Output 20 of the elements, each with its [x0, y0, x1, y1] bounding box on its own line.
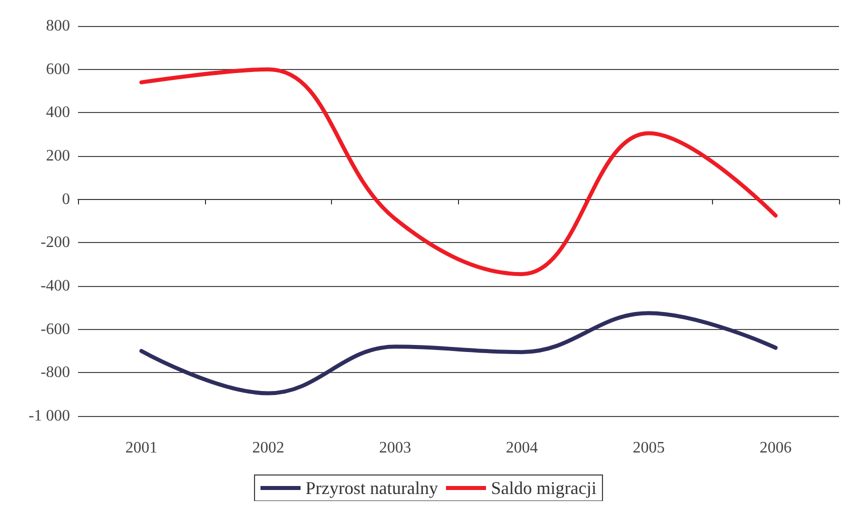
x-tick-label: 2004	[506, 440, 538, 456]
line-series	[139, 67, 778, 276]
legend-label: Przyrost naturalny	[306, 478, 438, 498]
y-tick-label: 400	[46, 104, 70, 122]
y-tick-label: 200	[46, 148, 70, 164]
y-tick-label: 800	[46, 18, 70, 34]
y-tick-label: -1 000	[28, 408, 70, 424]
y-tick-label: 600	[46, 60, 70, 78]
x-tick-label: 2001	[125, 440, 158, 456]
y-tick-label: 0	[62, 190, 70, 208]
y-tick-label: -600	[40, 320, 70, 338]
legend-label: Saldo migracji	[490, 478, 596, 498]
y-tick-label: -800	[40, 364, 70, 382]
line-series	[139, 311, 778, 396]
x-tick-label: 2006	[760, 440, 792, 456]
x-tick-label: 2005	[632, 440, 665, 456]
x-tick-label: 2002	[252, 440, 284, 456]
x-tick-label: 2003	[379, 440, 412, 456]
y-tick-label: -400	[40, 278, 70, 294]
y-tick-label: -200	[40, 234, 70, 252]
